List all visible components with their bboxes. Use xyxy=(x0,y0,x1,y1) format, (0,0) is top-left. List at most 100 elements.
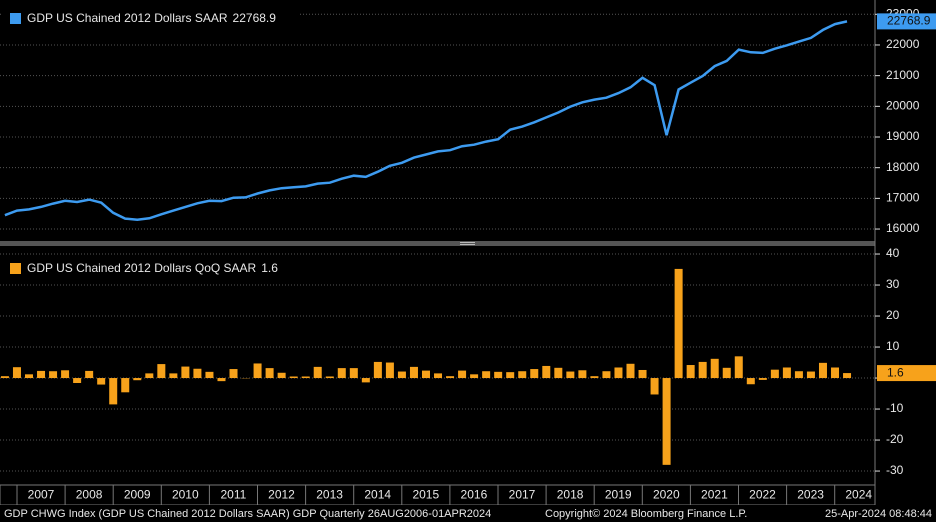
bar xyxy=(229,369,238,379)
legend-bg xyxy=(2,8,300,30)
footer-source: GDP CHWG Index (GDP US Chained 2012 Doll… xyxy=(4,508,491,520)
bar xyxy=(698,361,707,379)
bar xyxy=(181,366,190,379)
footer-timestamp: 25-Apr-2024 08:48:44 xyxy=(825,508,932,520)
bar xyxy=(818,362,827,379)
bar xyxy=(770,369,779,379)
bar xyxy=(662,378,671,465)
bar xyxy=(638,369,647,379)
legend-name: GDP US Chained 2012 Dollars QoQ SAAR xyxy=(27,261,257,275)
legend-name: GDP US Chained 2012 Dollars SAAR xyxy=(27,11,228,25)
legend-bg xyxy=(2,258,300,280)
bar xyxy=(12,367,21,379)
legend-swatch xyxy=(10,13,21,24)
bar xyxy=(121,378,130,393)
last-value-label: 22768.9 xyxy=(887,14,931,28)
bar xyxy=(61,370,70,379)
bar xyxy=(782,367,791,379)
bar xyxy=(85,370,94,379)
bar xyxy=(518,371,527,379)
bar xyxy=(746,378,755,385)
bar xyxy=(843,373,852,379)
x-tick-label: 2023 xyxy=(797,488,824,502)
y-tick-label: -30 xyxy=(886,463,904,477)
bar xyxy=(554,367,563,379)
bar xyxy=(0,376,9,379)
bar xyxy=(409,366,418,379)
x-tick-label: 2009 xyxy=(124,488,151,502)
bar xyxy=(157,364,166,379)
legend-label: GDP US Chained 2012 Dollars QoQ SAAR 1.6 xyxy=(27,261,278,275)
bar xyxy=(109,378,118,405)
bar xyxy=(806,371,815,379)
x-tick-label: 2024 xyxy=(845,488,872,502)
footer-copyright: Copyright© 2024 Bloomberg Finance L.P. xyxy=(545,508,747,520)
bar xyxy=(542,365,551,379)
bar xyxy=(482,371,491,379)
bar xyxy=(49,371,58,379)
bar xyxy=(458,370,467,379)
plot-area xyxy=(0,253,875,472)
x-tick-label: 2014 xyxy=(364,488,391,502)
x-tick-label: 2007 xyxy=(28,488,55,502)
bar xyxy=(73,378,82,384)
bar xyxy=(301,376,310,379)
bar xyxy=(349,368,358,379)
y-tick-label: 21000 xyxy=(886,68,920,82)
bar xyxy=(626,363,635,379)
bar xyxy=(265,368,274,379)
bar xyxy=(253,363,262,379)
x-tick-label: 2020 xyxy=(653,488,680,502)
bar xyxy=(421,370,430,379)
bar xyxy=(831,367,840,379)
bar xyxy=(758,378,767,380)
bar xyxy=(434,373,443,379)
legend-last-value: 1.6 xyxy=(261,261,278,275)
x-tick-label: 2016 xyxy=(461,488,488,502)
bar xyxy=(794,371,803,379)
x-tick-label: 2018 xyxy=(557,488,584,502)
bar xyxy=(506,372,515,379)
legend-swatch xyxy=(10,263,21,274)
bar xyxy=(385,362,394,379)
bar xyxy=(590,376,599,379)
x-tick-label: 2017 xyxy=(509,488,536,502)
bar xyxy=(578,370,587,379)
x-tick-label: 2022 xyxy=(749,488,776,502)
bar xyxy=(734,356,743,379)
y-tick-label: -10 xyxy=(886,401,904,415)
y-tick-label: 10 xyxy=(886,339,900,353)
last-value-tag xyxy=(877,365,936,382)
bar xyxy=(373,361,382,379)
x-tick-label: 2010 xyxy=(172,488,199,502)
x-tick-label: 2015 xyxy=(412,488,439,502)
plot-area xyxy=(0,13,875,230)
bar xyxy=(133,378,142,381)
bar xyxy=(37,370,46,379)
bar xyxy=(674,268,683,379)
bar xyxy=(289,376,298,379)
bar xyxy=(494,371,503,379)
y-tick-label: 20000 xyxy=(886,98,920,112)
bar xyxy=(169,373,178,379)
y-tick-label: 22000 xyxy=(886,37,920,51)
legend-label: GDP US Chained 2012 Dollars SAAR 22768.9 xyxy=(27,11,276,25)
y-tick-label: -20 xyxy=(886,432,904,446)
bar xyxy=(361,378,370,383)
bar xyxy=(325,376,334,379)
y-tick-label: 18000 xyxy=(886,160,920,174)
last-value-tag xyxy=(877,13,936,30)
y-tick-label: 17000 xyxy=(886,191,920,205)
bar xyxy=(722,367,731,379)
x-tick-label: 2011 xyxy=(220,488,246,502)
x-tick-label: 2013 xyxy=(316,488,343,502)
x-tick-label: 2021 xyxy=(701,488,728,502)
x-tick-label: 2008 xyxy=(76,488,103,502)
x-tick-label: 2012 xyxy=(268,488,295,502)
bar xyxy=(217,378,226,382)
legend-last-value: 22768.9 xyxy=(233,11,277,25)
y-tick-label: 16000 xyxy=(886,221,920,235)
y-tick-label: 20 xyxy=(886,308,900,322)
